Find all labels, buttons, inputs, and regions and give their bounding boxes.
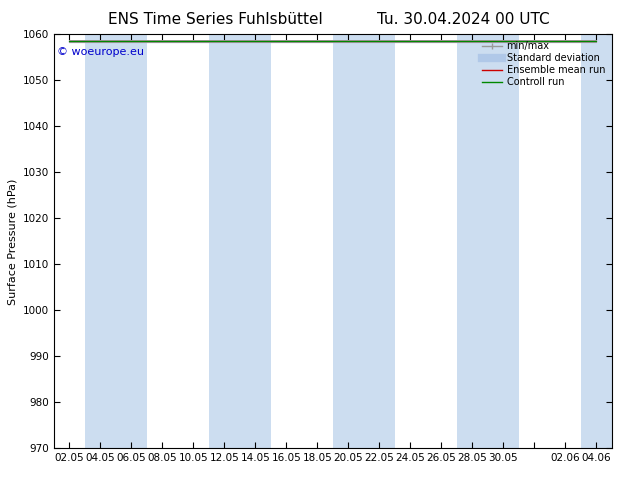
Legend: min/max, Standard deviation, Ensemble mean run, Controll run: min/max, Standard deviation, Ensemble me… — [478, 37, 609, 91]
Bar — [333, 34, 395, 448]
Text: Tu. 30.04.2024 00 UTC: Tu. 30.04.2024 00 UTC — [377, 12, 549, 27]
Y-axis label: Surface Pressure (hPa): Surface Pressure (hPa) — [7, 178, 17, 304]
Text: © woeurope.eu: © woeurope.eu — [56, 47, 144, 57]
Bar — [457, 34, 519, 448]
Bar — [209, 34, 271, 448]
Bar — [85, 34, 147, 448]
Bar — [581, 34, 627, 448]
Text: ENS Time Series Fuhlsbüttel: ENS Time Series Fuhlsbüttel — [108, 12, 323, 27]
